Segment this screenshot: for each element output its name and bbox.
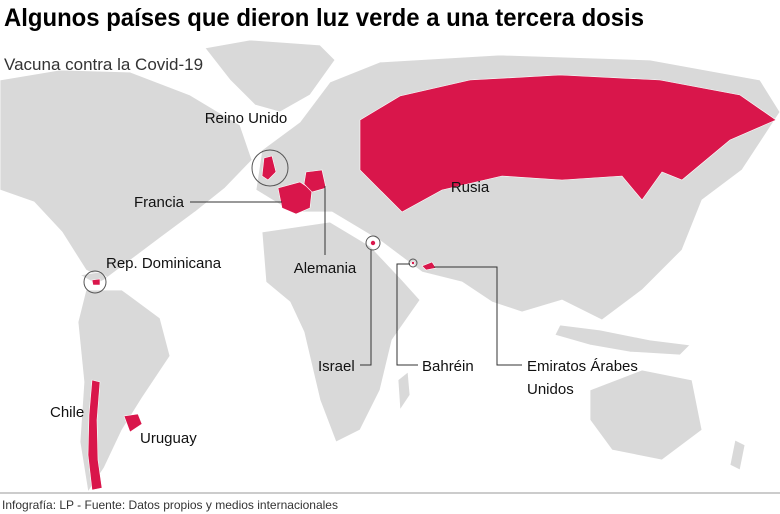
- footer: Infografía: LP - Fuente: Datos propios y…: [2, 498, 338, 512]
- label-chile: Chile: [50, 404, 84, 421]
- uk-circle: [251, 149, 289, 187]
- label-alemania: Alemania: [294, 260, 357, 277]
- south-america: [77, 289, 171, 494]
- indonesia: [554, 324, 691, 356]
- africa: [261, 221, 421, 443]
- north-america: [0, 69, 253, 281]
- bahrain: [411, 261, 415, 265]
- israel-circle: [365, 235, 381, 251]
- australia: [589, 369, 703, 461]
- bahrain-circle: [408, 258, 418, 268]
- uk: [261, 155, 277, 181]
- uruguay: [123, 413, 143, 433]
- russia: [359, 74, 777, 213]
- leader-bahrein: [396, 263, 418, 366]
- leader-emiratos: [434, 266, 522, 366]
- france: [277, 181, 313, 215]
- label-francia: Francia: [134, 194, 185, 211]
- label-rep-dominicana: Rep. Dominicana: [106, 255, 222, 272]
- leader-lines: [190, 186, 522, 366]
- uae: [421, 261, 437, 271]
- chile: [87, 379, 103, 491]
- subtitle: Vacuna contra la Covid-19: [4, 55, 203, 74]
- label-uruguay: Uruguay: [140, 430, 197, 447]
- label-reino-unido: Reino Unido: [205, 110, 288, 127]
- highlighted-countries: [83, 74, 777, 491]
- label-israel: Israel: [318, 358, 355, 375]
- germany: [303, 169, 327, 193]
- new-zealand: [729, 439, 746, 471]
- dominican-circle: [83, 270, 107, 294]
- label-bahrein: Bahréin: [422, 358, 474, 375]
- label-rusia: Rusia: [451, 179, 490, 196]
- israel: [370, 240, 376, 246]
- title: Algunos países que dieron luz verde a un…: [4, 4, 644, 32]
- label-emiratos-2: Unidos: [527, 381, 574, 398]
- label-emiratos-1: Emiratos Árabes: [527, 358, 638, 375]
- leader-israel: [360, 250, 372, 366]
- dominican-rep: [91, 278, 101, 286]
- greenland: [204, 39, 336, 113]
- madagascar: [397, 371, 411, 412]
